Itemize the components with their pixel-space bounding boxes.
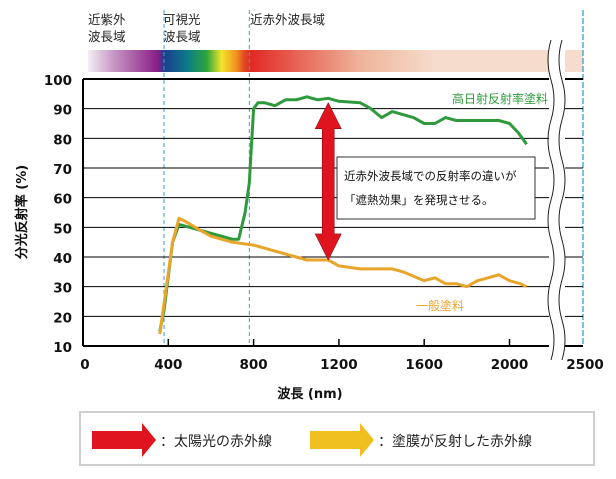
y-tick-label: 90	[53, 103, 72, 119]
y-tick-label: 70	[53, 162, 72, 178]
y-axis-label: 分光反射率 (%)	[14, 165, 30, 259]
x-tick-label: 1200	[320, 357, 358, 373]
region-label: 可視光	[163, 12, 201, 27]
region-label: 波長域	[88, 29, 126, 44]
y-tick-label: 60	[53, 192, 72, 208]
x-axis-label: 波長 (nm)	[277, 386, 342, 402]
annotation-text: 近赤外波長域での反射率の違いが	[344, 169, 517, 183]
x-tick-label: 2000	[491, 357, 529, 373]
annotation-text: 「遮熱効果」を発現させる。	[344, 193, 494, 207]
y-tick-label: 100	[44, 73, 72, 89]
series-label: 一般塗料	[416, 298, 464, 313]
x-tick-label: 1600	[405, 357, 443, 373]
y-tick-label: 30	[53, 281, 72, 297]
y-tick-label: 10	[53, 340, 72, 356]
region-label: 近赤外波長域	[250, 12, 325, 27]
x-tick-label: 400	[154, 357, 182, 373]
region-label: 近紫外	[88, 12, 126, 27]
legend-label: ：塗膜が反射した赤外線	[378, 433, 532, 450]
y-tick-label: 20	[53, 310, 72, 326]
x-tick-label: 800	[240, 357, 268, 373]
y-tick-label: 40	[53, 251, 72, 267]
x-tick-label: 2500	[566, 357, 604, 373]
region-label: 波長域	[163, 29, 201, 44]
series-label: 高日射反射率塗料	[452, 91, 548, 106]
annotation-box	[337, 157, 535, 219]
y-tick-label: 50	[53, 221, 72, 237]
y-tick-label: 80	[53, 132, 72, 148]
spectrum-bar	[88, 50, 583, 72]
x-tick-label: 0	[80, 357, 89, 373]
legend-label: ：太陽光の赤外線	[160, 434, 272, 450]
